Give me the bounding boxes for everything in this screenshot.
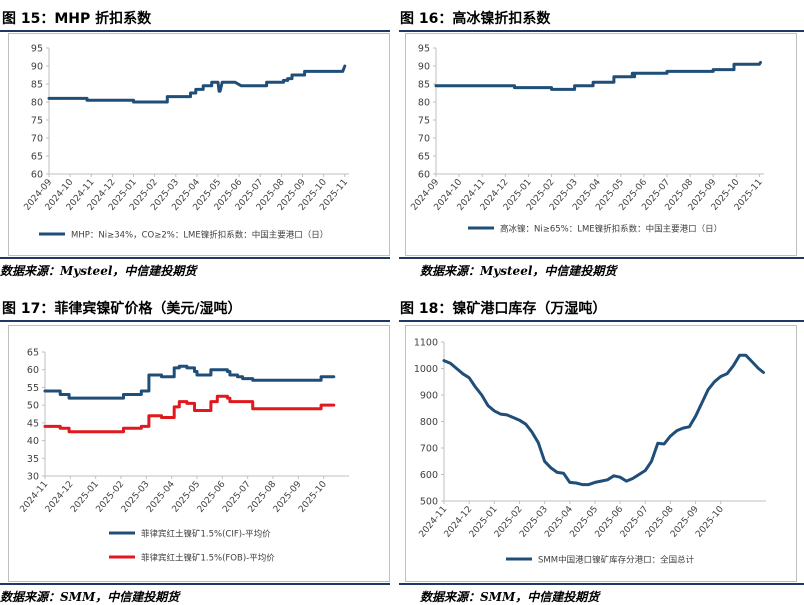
y-tick-label: 70 bbox=[31, 134, 43, 145]
y-tick-label: 35 bbox=[27, 454, 39, 465]
y-tick-label: 70 bbox=[418, 134, 430, 145]
chart-3-svg: 30354045505560652024-112024-122025-01202… bbox=[18, 348, 349, 564]
y-tick-label: 80 bbox=[418, 98, 430, 109]
series-line-0 bbox=[442, 353, 765, 487]
series-line-0 bbox=[43, 364, 336, 400]
y-tick-label: 500 bbox=[420, 497, 438, 508]
chart-3-frame: 30 35 40 45 50 55 60 65 2024-11 2024-12 2025-01 202… bbox=[8, 325, 390, 582]
figure-17-rule bbox=[0, 320, 390, 322]
y-tick-label: 75 bbox=[31, 116, 43, 127]
chart-2-svg: 60657075808590952024-092024-102024-11202… bbox=[409, 44, 764, 235]
y-tick-label: 900 bbox=[420, 391, 438, 402]
y-tick-label: 30 bbox=[27, 472, 39, 483]
chart-4-svg: 500600700800900100011002024-112024-12202… bbox=[414, 338, 766, 566]
y-tick-label: 55 bbox=[27, 383, 39, 394]
y-tick-label: 40 bbox=[27, 436, 39, 447]
y-tick-label: 60 bbox=[418, 170, 430, 181]
series-line-0 bbox=[47, 64, 347, 104]
chart-2-frame: 60 65 70 75 80 85 90 95 2024-09 2024-10 2024-11 202… bbox=[405, 33, 797, 256]
y-tick-label: 80 bbox=[31, 98, 43, 109]
y-tick-label: 85 bbox=[418, 80, 430, 91]
y-tick-label: 85 bbox=[31, 80, 43, 91]
figure-16-source-rule bbox=[399, 257, 804, 259]
chart-1-svg: 60657075808590952024-092024-102024-11202… bbox=[22, 44, 350, 241]
y-tick-label: 700 bbox=[420, 444, 438, 455]
y-tick-label: 90 bbox=[418, 62, 430, 73]
figure-17-source: 数据来源：SMM，中信建投期货 bbox=[0, 590, 180, 604]
y-tick-label: 1000 bbox=[414, 364, 438, 375]
legend-label-0: 菲律宾红土镍矿1.5%(CIF)-平均价 bbox=[141, 529, 271, 540]
y-tick-label: 45 bbox=[27, 418, 39, 429]
figure-15-source-rule bbox=[0, 257, 390, 259]
chart-1-frame: 60 65 70 75 80 85 90 95 2024-09 2024-10 2024-11 202… bbox=[8, 33, 390, 256]
legend-label-1: 菲律宾红土镍矿1.5%(FOB)-平均价 bbox=[141, 553, 275, 564]
figure-16-rule bbox=[399, 30, 804, 32]
legend-label-0: SMM中国港口镍矿库存分港口：全国总计 bbox=[538, 555, 695, 566]
figure-18-title: 图 18：镍矿港口库存（万湿吨） bbox=[400, 301, 607, 317]
y-tick-label: 65 bbox=[27, 348, 39, 359]
figure-15-title: 图 15：MHP 折扣系数 bbox=[2, 11, 152, 27]
series-line-1 bbox=[43, 394, 336, 434]
figure-15-source: 数据来源：Mysteel，中信建投期货 bbox=[0, 264, 197, 278]
y-tick-label: 65 bbox=[31, 152, 43, 163]
series-line-0 bbox=[434, 60, 762, 91]
figure-15-rule bbox=[0, 30, 390, 32]
y-tick-label: 1100 bbox=[414, 338, 438, 349]
figure-16-source: 数据来源：Mysteel，中信建投期货 bbox=[420, 264, 617, 278]
figure-17-title: 图 17：菲律宾镍矿价格（美元/湿吨） bbox=[2, 301, 242, 317]
y-tick-label: 800 bbox=[420, 417, 438, 428]
y-tick-label: 90 bbox=[31, 62, 43, 73]
figure-18-source: 数据来源：SMM，中信建投期货 bbox=[420, 590, 600, 604]
figure-18-source-rule bbox=[399, 583, 804, 585]
y-tick-label: 75 bbox=[418, 116, 430, 127]
figure-17-source-rule bbox=[0, 583, 390, 585]
y-tick-label: 60 bbox=[27, 365, 39, 376]
y-tick-label: 65 bbox=[418, 152, 430, 163]
chart-4-frame: 500 600 700 800 900 1000 1100 2024-11 2024-12 202… bbox=[405, 325, 797, 582]
figure-16-title: 图 16：高冰镍折扣系数 bbox=[400, 11, 551, 27]
legend-label-0: 高冰镍：Ni≥65%：LME镍折扣系数：中国主要港口（日） bbox=[500, 224, 722, 235]
figure-18-rule bbox=[399, 320, 804, 322]
y-tick-label: 95 bbox=[418, 44, 430, 55]
y-tick-label: 600 bbox=[420, 470, 438, 481]
y-tick-label: 50 bbox=[27, 401, 39, 412]
y-tick-label: 95 bbox=[31, 44, 43, 55]
legend-label-0: MHP：Ni≥34%，CO≥2%：LME镍折扣系数：中国主要港口（日） bbox=[71, 230, 328, 241]
y-tick-label: 60 bbox=[31, 170, 43, 181]
